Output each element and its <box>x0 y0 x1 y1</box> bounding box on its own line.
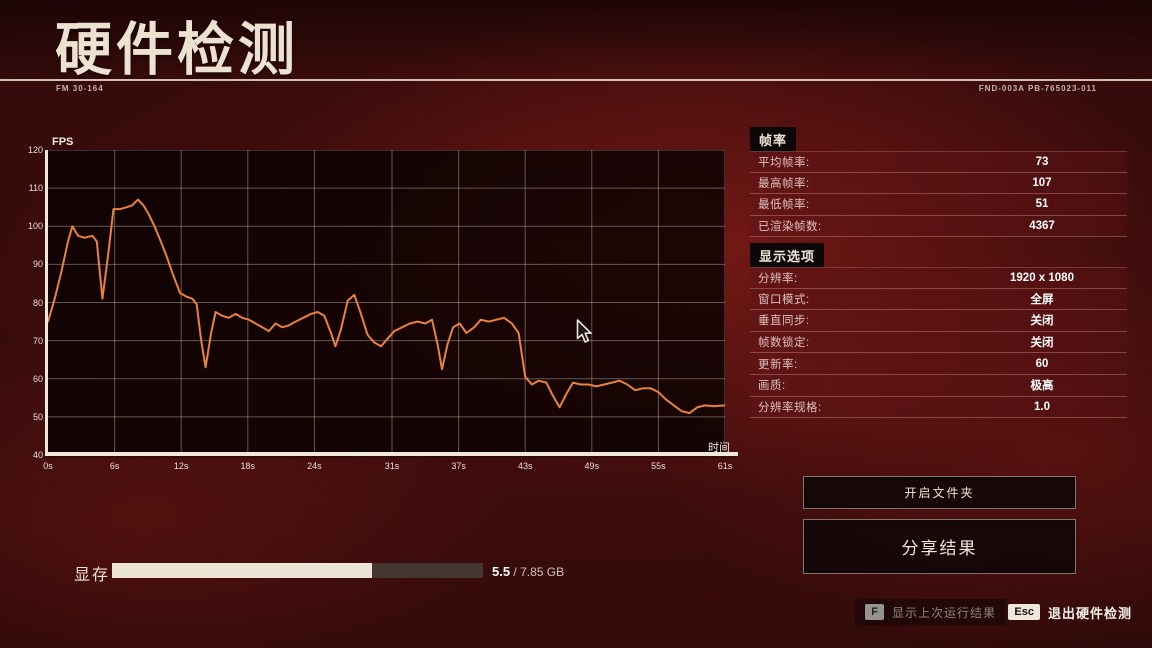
vram-total: / 7.85 GB <box>510 565 565 579</box>
header-shade <box>0 0 1152 80</box>
stat-label: 最低帧率: <box>758 199 810 212</box>
vram-bar <box>112 563 483 578</box>
chart-x-axis-label: 时间 <box>708 442 730 454</box>
option-label: 分辨率: <box>758 272 798 285</box>
table-row: 最高帧率: 107 <box>750 172 1127 195</box>
esc-key-badge: Esc <box>1008 604 1040 620</box>
stat-label: 已渲染帧数: <box>758 221 822 234</box>
stat-value: 51 <box>1035 198 1049 211</box>
option-value: 极高 <box>1030 380 1054 393</box>
stat-value: 73 <box>1035 155 1049 168</box>
vram-usage-text: 5.5 / 7.85 GB <box>492 564 564 579</box>
option-label: 窗口模式: <box>758 293 810 306</box>
show-last-result-label: 显示上次运行结果 <box>891 605 996 620</box>
framerate-table: 平均帧率: 73 最高帧率: 107 最低帧率: 51 已渲染帧数: 4367 <box>750 151 1127 238</box>
table-row: 平均帧率: 73 <box>750 151 1127 173</box>
option-label: 分辨率规格: <box>758 401 822 414</box>
exit-benchmark-hint[interactable]: Esc 退出硬件检测 <box>1008 599 1132 625</box>
page-title: 硬件检测 <box>55 18 299 82</box>
option-label: 画质: <box>758 380 786 393</box>
exit-benchmark-label: 退出硬件检测 <box>1047 605 1132 621</box>
option-value: 关闭 <box>1030 337 1054 350</box>
header-code-left: FM 30-164 <box>56 84 104 93</box>
option-value: 全屏 <box>1030 293 1054 306</box>
display-options-table: 分辨率: 1920 x 1080 窗口模式: 全屏 垂直同步: 关闭 帧数锁定:… <box>750 267 1127 419</box>
table-row: 最低帧率: 51 <box>750 194 1127 216</box>
fps-line-chart-svg <box>48 150 725 455</box>
table-row: 帧数锁定: 关闭 <box>750 331 1127 354</box>
vram-label: 显存 <box>74 567 111 584</box>
option-label: 更新率: <box>758 358 798 371</box>
option-label: 垂直同步: <box>758 315 810 328</box>
vram-used: 5.5 <box>492 564 511 579</box>
stat-label: 平均帧率: <box>758 156 810 169</box>
header-divider <box>0 79 1152 81</box>
fps-chart <box>48 150 725 455</box>
header-code-right: FND-003A PB-765023-011 <box>978 84 1097 93</box>
option-value: 60 <box>1035 357 1049 370</box>
option-value: 1.0 <box>1034 400 1050 413</box>
stat-value: 4367 <box>1029 220 1055 233</box>
option-value: 关闭 <box>1030 315 1054 328</box>
show-last-result-hint[interactable]: F 显示上次运行结果 <box>855 599 1006 625</box>
table-row: 窗口模式: 全屏 <box>750 288 1127 311</box>
table-row: 分辨率规格: 1.0 <box>750 396 1127 419</box>
chart-x-axis <box>45 452 738 456</box>
chart-y-axis <box>45 150 48 456</box>
display-options-section-title: 显示选项 <box>750 243 825 268</box>
table-row: 更新率: 60 <box>750 353 1127 375</box>
share-results-button[interactable]: 分享结果 <box>803 519 1076 574</box>
f-key-badge: F <box>865 604 884 620</box>
table-row: 分辨率: 1920 x 1080 <box>750 267 1127 289</box>
table-row: 已渲染帧数: 4367 <box>750 215 1127 238</box>
stat-label: 最高帧率: <box>758 177 810 190</box>
framerate-section-title: 帧率 <box>750 127 797 152</box>
chart-y-axis-label: FPS <box>52 136 74 148</box>
stat-value: 107 <box>1032 176 1052 189</box>
option-label: 帧数锁定: <box>758 337 810 350</box>
table-row: 垂直同步: 关闭 <box>750 310 1127 332</box>
option-value: 1920 x 1080 <box>1010 271 1074 284</box>
vram-bar-fill <box>112 563 372 578</box>
open-folder-button[interactable]: 开启文件夹 <box>803 476 1076 509</box>
table-row: 画质: 极高 <box>750 374 1127 397</box>
